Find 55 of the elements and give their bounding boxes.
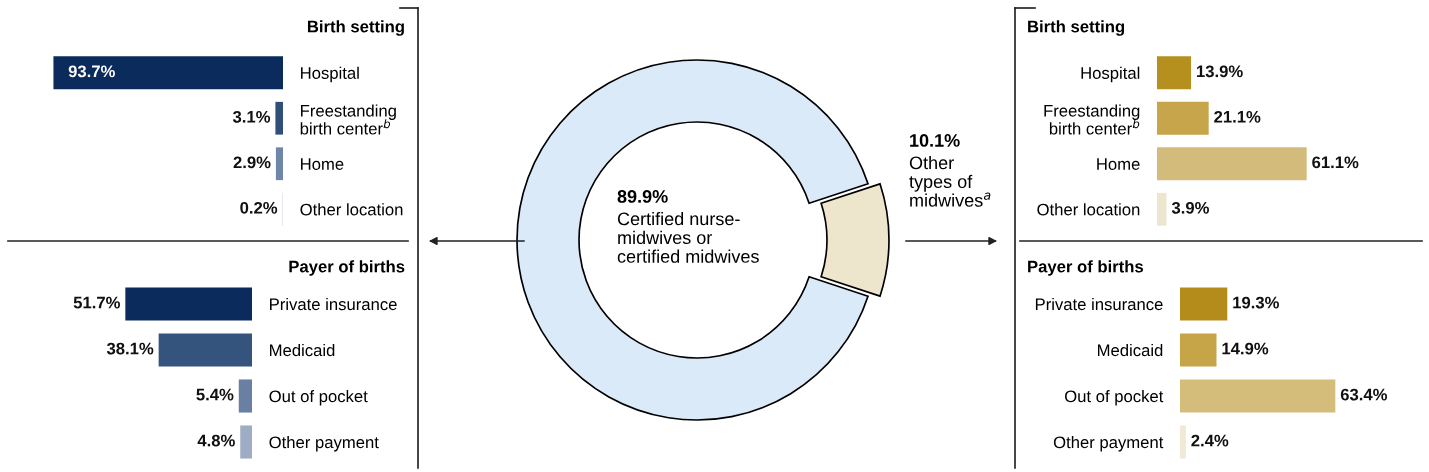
data-label: 3.1% [232, 110, 271, 123]
data-label: 0.2% [240, 201, 278, 214]
bar [1157, 147, 1307, 181]
bar [275, 101, 283, 135]
data-label: 3.9% [1171, 201, 1209, 214]
data-label: 19.3% [1233, 296, 1279, 309]
y-tick-label: Freestanding birth center$^{b}$ [1044, 104, 1140, 135]
bar [1157, 56, 1192, 90]
slice-label: Certified nurse- midwives or certified midwives [617, 212, 759, 263]
y-tick-label: Other payment [269, 435, 379, 452]
bar [125, 287, 252, 321]
bar [1180, 379, 1336, 413]
data-label: 10.1% [910, 134, 960, 147]
data-label: 63.4% [1340, 388, 1388, 401]
text: Payer of births [289, 260, 405, 276]
y-tick-label: Hospital [1081, 66, 1140, 83]
data-label: 93.7% [68, 65, 115, 78]
y-tick-label: Out of pocket [269, 389, 368, 406]
data-label: 89.9% [617, 190, 668, 203]
chart-title: Birth setting [1028, 20, 1125, 36]
data-label: 2.9% [233, 156, 271, 169]
data-label: 61.1% [1312, 156, 1359, 169]
data-label: 13.9% [1197, 65, 1243, 78]
bar [1157, 192, 1167, 226]
slice-label: Other types of midwives$^{a}$ [909, 156, 991, 207]
data-label: 2.4% [1191, 434, 1229, 447]
data-label: 51.7% [73, 296, 120, 309]
chart-title: Payer of births [1028, 260, 1144, 276]
y-tick-label: Hospital [301, 66, 359, 83]
y-tick-label: Medicaid [1098, 343, 1163, 357]
data-label: 38.1% [106, 342, 154, 355]
data-label: 21.1% [1214, 110, 1261, 123]
y-tick-label: Home [1097, 158, 1140, 170]
bar [1180, 287, 1228, 321]
bar [53, 56, 283, 90]
bar [1180, 425, 1186, 459]
y-tick-label: Private insurance [270, 297, 397, 311]
bar [1157, 101, 1209, 135]
bar [158, 333, 252, 367]
y-tick-label: Private insurance [1035, 297, 1163, 311]
y-tick-label: Medicaid [270, 343, 335, 357]
y-tick-label: Other location [300, 203, 403, 216]
data-label: 5.4% [196, 388, 234, 401]
data-label: 4.8% [197, 434, 235, 447]
data-label: 14.9% [1222, 342, 1269, 355]
y-tick-label: Out of pocket [1065, 389, 1164, 406]
bar [238, 379, 252, 413]
y-tick-label: Freestanding birth center$^{b}$ [300, 104, 396, 135]
text: Birth setting [307, 20, 404, 36]
bar [1180, 333, 1217, 367]
y-tick-label: Home [301, 158, 344, 170]
y-tick-label: Other location [1037, 203, 1140, 216]
bar [275, 147, 283, 181]
y-tick-label: Other payment [1053, 435, 1164, 452]
bar [240, 425, 252, 459]
